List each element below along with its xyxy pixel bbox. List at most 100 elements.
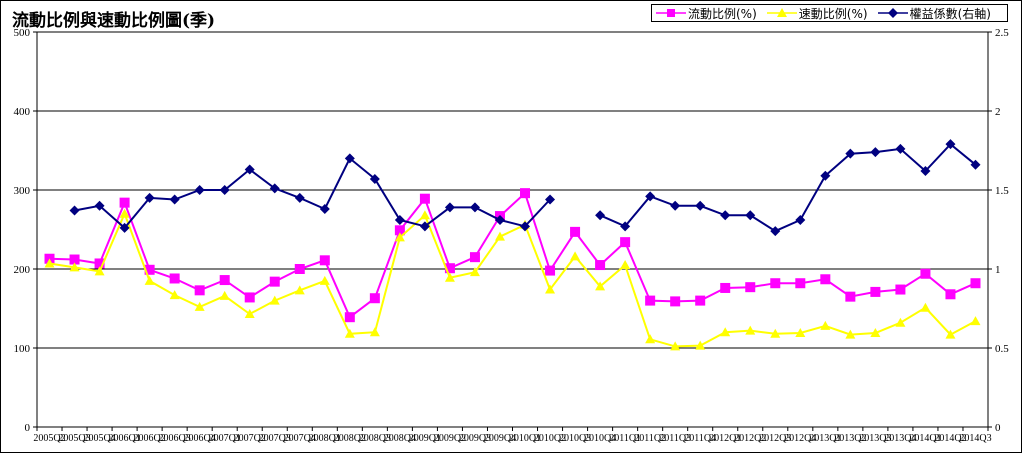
series-point-1 [269,295,280,305]
series-point-2 [269,183,280,194]
series-point-1 [670,341,681,351]
legend-label-quick-ratio: 速動比例(%) [798,6,868,21]
x-tick-label: 2007Q4 [284,433,316,444]
x-tick-label: 2005Q4 [83,433,115,444]
series-point-1 [595,281,606,291]
series-point-2 [895,143,906,154]
x-tick-label: 2013Q3 [859,433,891,444]
y-right-tick-label: 0 [995,422,1001,434]
series-point-0 [570,226,581,237]
plot-border [36,31,989,428]
x-tick-label: 2006Q3 [159,433,191,444]
series-point-1 [244,309,255,319]
series-point-2 [720,210,731,221]
series-point-0 [595,260,606,271]
legend-item-equity-multiplier: 權益係數(右軸) [877,5,991,22]
x-tick-label: 2013Q4 [884,433,916,444]
series-point-1 [720,327,731,337]
x-tick-label: 2008Q2 [334,433,366,444]
series-point-1 [419,210,430,220]
series-point-1 [970,316,981,326]
x-tick-label: 2006Q1 [108,433,140,444]
series-point-0 [695,295,706,306]
series-point-0 [219,275,230,286]
series-point-2 [244,164,255,175]
series-point-1 [645,334,656,344]
series-point-2 [745,210,756,221]
x-tick-label: 2012Q2 [734,433,766,444]
series-point-2 [845,148,856,159]
y-right-tick-label: 2.5 [995,27,1009,39]
x-tick-label: 2013Q1 [809,433,841,444]
x-tick-label: 2009Q2 [434,433,466,444]
x-tick-label: 2014Q3 [959,433,991,444]
x-tick-label: 2012Q3 [759,433,791,444]
series-point-1 [820,320,831,330]
series-point-2 [920,166,931,177]
series-point-1 [920,302,931,312]
series-point-2 [820,170,831,181]
series-point-2 [419,221,430,232]
series-line-2 [74,156,551,230]
series-point-0 [845,291,856,302]
series-point-1 [219,290,230,300]
series-point-0 [520,188,531,199]
x-tick-label: 2008Q4 [384,433,416,444]
series-point-0 [169,273,180,284]
y-left-tick-label: 100 [14,343,31,355]
x-tick-label: 2006Q4 [184,433,216,444]
series-point-1 [695,340,706,350]
series-point-0 [770,278,781,289]
series-point-2 [545,194,556,205]
series-point-1 [194,301,205,311]
series-line-2 [599,142,977,233]
series-point-1 [494,231,505,241]
x-tick-label: 2009Q3 [459,433,491,444]
x-tick-label: 2011Q3 [659,433,691,444]
series-point-0 [194,285,205,296]
series-point-2 [970,159,981,170]
series-point-1 [770,328,781,338]
x-tick-label: 2010Q1 [509,433,541,444]
x-tick-label: 2010Q2 [534,433,566,444]
series-point-2 [69,205,80,216]
series-point-1 [44,258,55,268]
x-tick-label: 2014Q1 [909,433,941,444]
x-tick-label: 2010Q4 [584,433,616,444]
y-right-tick-label: 1 [995,264,1001,276]
series-point-0 [94,258,105,269]
series-point-0 [69,254,80,265]
legend-swatch-equity-multiplier [877,8,908,18]
series-point-2 [344,153,355,164]
x-tick-label: 2005Q2 [33,433,65,444]
x-tick-label: 2008Q1 [309,433,341,444]
series-point-1 [94,266,105,276]
series-point-0 [419,193,430,204]
legend-label-equity-multiplier: 權益係數(右軸) [909,6,991,21]
legend-swatch-current-ratio [656,9,686,17]
series-point-1 [144,275,155,285]
y-left-tick-label: 500 [14,27,31,39]
series-point-2 [444,202,455,213]
series-point-1 [845,329,856,339]
series-point-1 [570,251,581,261]
y-right-tick-label: 2 [995,106,1001,118]
x-tick-label: 2013Q2 [834,433,866,444]
series-point-2 [645,191,656,202]
x-tick-label: 2011Q4 [684,433,716,444]
x-tick-label: 2011Q1 [609,433,641,444]
series-point-0 [144,264,155,275]
legend-label-current-ratio: 流動比例(%) [688,6,757,21]
series-point-2 [945,139,956,150]
series-point-0 [745,282,756,293]
series-point-0 [670,296,681,307]
series-point-2 [194,185,205,195]
series-point-2 [169,194,180,205]
series-point-2 [494,215,505,226]
series-point-0 [244,292,255,303]
series-point-2 [670,200,681,211]
series-point-0 [269,276,280,287]
y-left-tick-label: 300 [14,185,31,197]
